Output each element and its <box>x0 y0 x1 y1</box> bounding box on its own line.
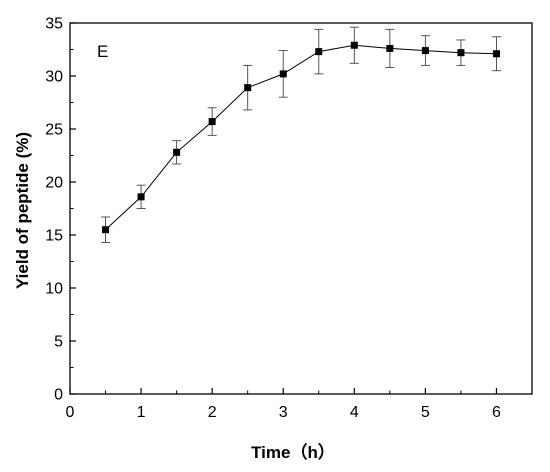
data-point <box>315 48 323 56</box>
y-tick-label: 0 <box>54 387 63 404</box>
data-point <box>279 70 287 78</box>
data-point <box>102 226 110 234</box>
data-point <box>173 148 181 156</box>
x-axis-ticks: 0 1 2 3 4 5 6 <box>66 388 533 421</box>
y-tick-label: 15 <box>45 228 63 245</box>
series-line <box>105 44 497 231</box>
data-point <box>244 84 252 92</box>
x-tick-label: 1 <box>137 404 146 421</box>
data-point <box>457 49 465 57</box>
data-point <box>137 193 145 201</box>
x-tick-label: 2 <box>208 404 217 421</box>
data-point <box>421 47 429 55</box>
y-tick-label: 10 <box>45 281 63 298</box>
y-tick-label: 30 <box>45 69 63 86</box>
panel-label: E <box>97 42 108 61</box>
y-tick-label: 20 <box>45 175 63 192</box>
x-tick-label: 5 <box>421 404 430 421</box>
y-tick-label: 5 <box>54 334 63 351</box>
y-tick-label: 25 <box>45 122 63 139</box>
y-tick-label: 35 <box>45 16 63 33</box>
x-axis-title: Time（h） <box>251 442 335 462</box>
data-point <box>208 118 216 126</box>
data-point <box>492 50 500 58</box>
y-axis-ticks: 0 5 10 15 20 25 30 35 <box>45 16 76 404</box>
y-axis-title: Yield of peptide (%) <box>13 132 32 289</box>
data-point <box>350 41 358 49</box>
x-tick-label: 4 <box>350 404 359 421</box>
x-tick-label: 3 <box>279 404 288 421</box>
data-series <box>101 26 501 243</box>
x-tick-label: 0 <box>66 404 75 421</box>
x-tick-label: 6 <box>492 404 501 421</box>
data-point <box>386 44 394 52</box>
